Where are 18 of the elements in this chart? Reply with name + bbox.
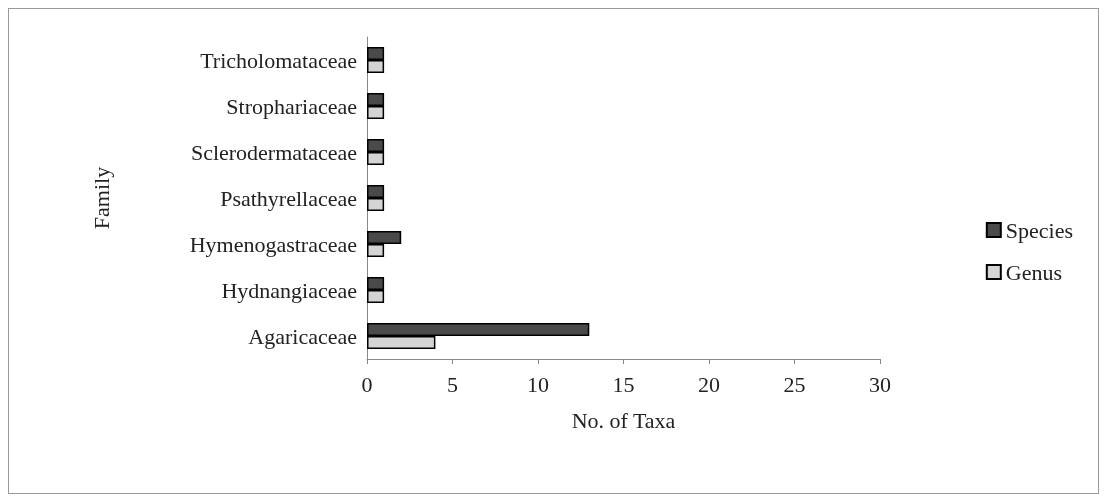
x-tick-label: 5 [447, 371, 458, 397]
y-axis-title: Family [88, 166, 114, 230]
x-tick-label: 0 [361, 371, 373, 397]
legend-label: Species [1005, 217, 1073, 243]
y-tick-label: Hymenogastraceae [189, 231, 357, 257]
y-tick-label: Tricholomataceae [200, 47, 357, 73]
x-tick-label: 30 [869, 371, 891, 397]
x-tick-label: 20 [698, 371, 720, 397]
x-tick-label: 10 [527, 371, 549, 397]
y-tick-label: Sclerodermataceae [190, 139, 357, 165]
y-tick-label: Psathyrellaceae [220, 185, 357, 211]
legend-label: Genus [1005, 259, 1063, 285]
x-tick-label: 25 [783, 371, 806, 397]
y-tick-label: Hydnangiaceae [221, 277, 357, 303]
y-tick-label: Agaricaceae [248, 323, 357, 349]
x-tick-label: 15 [612, 371, 635, 397]
x-axis-title: No. of Taxa [571, 407, 676, 433]
y-tick-label: Strophariaceae [226, 93, 357, 119]
